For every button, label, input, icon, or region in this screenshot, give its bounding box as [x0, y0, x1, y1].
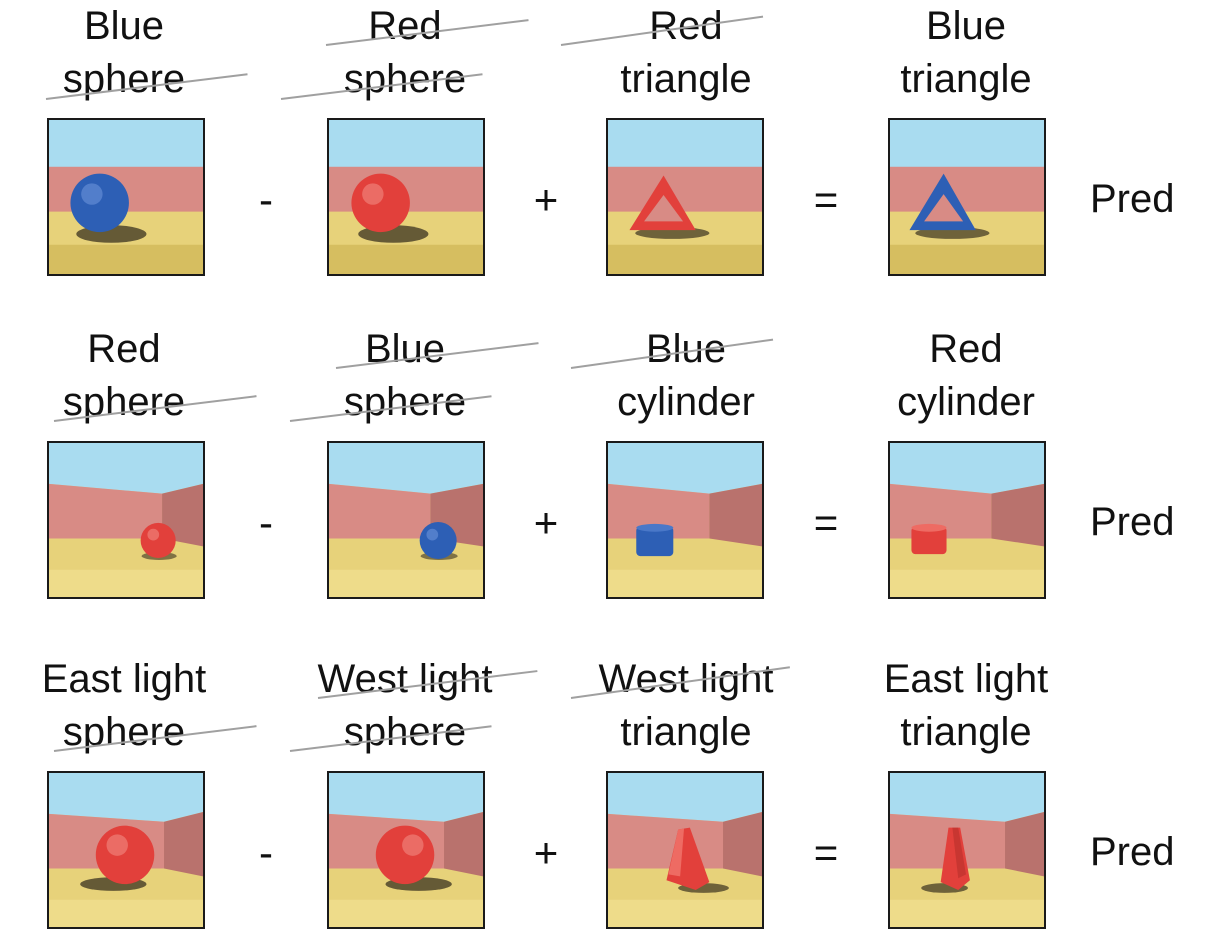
scene-image-red-sphere [327, 118, 485, 276]
label-line-1: West light [598, 657, 774, 701]
label-line-1: East light [41, 657, 207, 701]
equals-operator: = [813, 829, 839, 876]
scene-image-red-triangle [606, 118, 764, 276]
equals-operator: = [813, 176, 839, 223]
label-line-1: East light [883, 657, 1049, 701]
scene-image-blue-triangle [888, 118, 1046, 276]
result-label: East light triangle [836, 653, 1096, 759]
scene-image-red-cylinder [888, 441, 1046, 599]
label-line-1: West light [317, 657, 493, 701]
term-label-3: Blue cylinder [556, 323, 816, 429]
term-label-1: Blue sphere [0, 0, 254, 106]
prediction-label: Pred [1090, 830, 1175, 874]
plus-operator: + [533, 829, 559, 876]
label-line-2: cylinder [897, 380, 1035, 424]
label-line-2: sphere [62, 380, 186, 424]
term-label-2: Blue sphere [275, 323, 535, 429]
prediction-label: Pred [1090, 500, 1175, 544]
term-label-1: East light sphere [0, 653, 254, 759]
label-line-1: Red [87, 327, 161, 371]
label-line-2: sphere [62, 57, 186, 101]
label-line-2: triangle [620, 57, 752, 101]
scene-image-red-sphere [47, 441, 205, 599]
scene-image-west-light-sphere [327, 771, 485, 929]
plus-operator: + [533, 176, 559, 223]
minus-operator: - [259, 176, 273, 223]
minus-operator: - [259, 499, 273, 546]
term-label-2: West light sphere [275, 653, 535, 759]
minus-operator: - [259, 829, 273, 876]
label-line-2: sphere [343, 380, 467, 424]
label-line-2: triangle [620, 710, 752, 754]
label-line-1: Blue [364, 327, 446, 371]
scene-image-blue-sphere [47, 118, 205, 276]
scene-image-blue-sphere [327, 441, 485, 599]
label-line-1: Blue [83, 4, 165, 48]
term-label-2: Red sphere [275, 0, 535, 106]
scene-image-east-light-triangle [888, 771, 1046, 929]
label-line-2: sphere [343, 57, 467, 101]
term-label-3: Red triangle [556, 0, 816, 106]
label-line-2: cylinder [617, 380, 755, 424]
term-label-3: West light triangle [556, 653, 816, 759]
scene-image-east-light-sphere [47, 771, 205, 929]
prediction-label: Pred [1090, 177, 1175, 221]
label-line-1: Blue [645, 327, 727, 371]
label-line-1: Blue [925, 4, 1007, 48]
label-line-1: Red [368, 4, 442, 48]
label-line-2: sphere [62, 710, 186, 754]
label-line-2: triangle [900, 710, 1032, 754]
label-line-2: sphere [343, 710, 467, 754]
equals-operator: = [813, 499, 839, 546]
term-label-1: Red sphere [0, 323, 254, 429]
result-label: Blue triangle [836, 0, 1096, 106]
result-label: Red cylinder [836, 323, 1096, 429]
scene-image-blue-cylinder [606, 441, 764, 599]
scene-image-west-light-triangle [606, 771, 764, 929]
label-line-2: triangle [900, 57, 1032, 101]
plus-operator: + [533, 499, 559, 546]
label-line-1: Red [929, 327, 1003, 371]
